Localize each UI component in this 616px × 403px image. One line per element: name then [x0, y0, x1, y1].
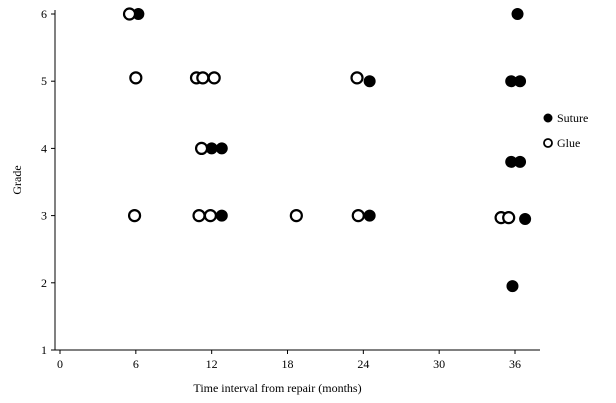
y-tick-label: 5	[41, 74, 47, 88]
legend-marker-glue	[543, 138, 553, 148]
suture-point	[519, 212, 532, 225]
glue-point	[196, 71, 210, 85]
suture-point	[506, 280, 519, 293]
glue-point	[207, 71, 221, 85]
legend-marker-suture	[543, 113, 553, 123]
y-tick-label: 4	[41, 141, 47, 155]
glue-point	[203, 209, 218, 223]
legend-label-glue: Glue	[557, 136, 580, 150]
glue-point	[127, 209, 142, 223]
data-markers	[122, 7, 532, 293]
x-axis-title: Time interval from repair (months)	[193, 381, 361, 395]
glue-point	[192, 209, 206, 223]
x-tick-label: 24	[357, 357, 369, 371]
suture-point	[511, 8, 524, 20]
glue-point	[351, 209, 365, 223]
y-tick-label: 6	[41, 7, 47, 21]
glue-point	[289, 209, 303, 223]
x-tick-label: 0	[57, 357, 63, 371]
glue-point	[129, 71, 143, 85]
suture-point	[215, 209, 228, 222]
x-tick-label: 6	[133, 357, 139, 371]
y-tick-label: 1	[41, 343, 47, 357]
suture-point	[514, 155, 527, 168]
legend: Suture Glue	[543, 111, 588, 150]
suture-point	[514, 75, 527, 88]
y-axis-title: Grade	[10, 165, 24, 194]
x-tick-label: 36	[509, 357, 521, 371]
x-tick-label: 12	[206, 357, 218, 371]
glue-point	[122, 7, 137, 21]
y-tick-label: 2	[41, 276, 47, 290]
suture-point	[215, 142, 228, 155]
suture-point	[363, 75, 376, 88]
glue-point	[350, 71, 364, 85]
y-tick-label: 3	[41, 209, 47, 223]
glue-point	[502, 211, 516, 225]
y-axis: 1 2 3 4 5 6	[41, 7, 56, 357]
suture-point	[363, 209, 376, 222]
legend-label-suture: Suture	[557, 111, 588, 125]
x-axis: 0 6 12 18 24 30 36	[55, 349, 540, 371]
x-tick-label: 30	[433, 357, 445, 371]
x-tick-label: 18	[282, 357, 294, 371]
glue-point	[194, 141, 209, 155]
